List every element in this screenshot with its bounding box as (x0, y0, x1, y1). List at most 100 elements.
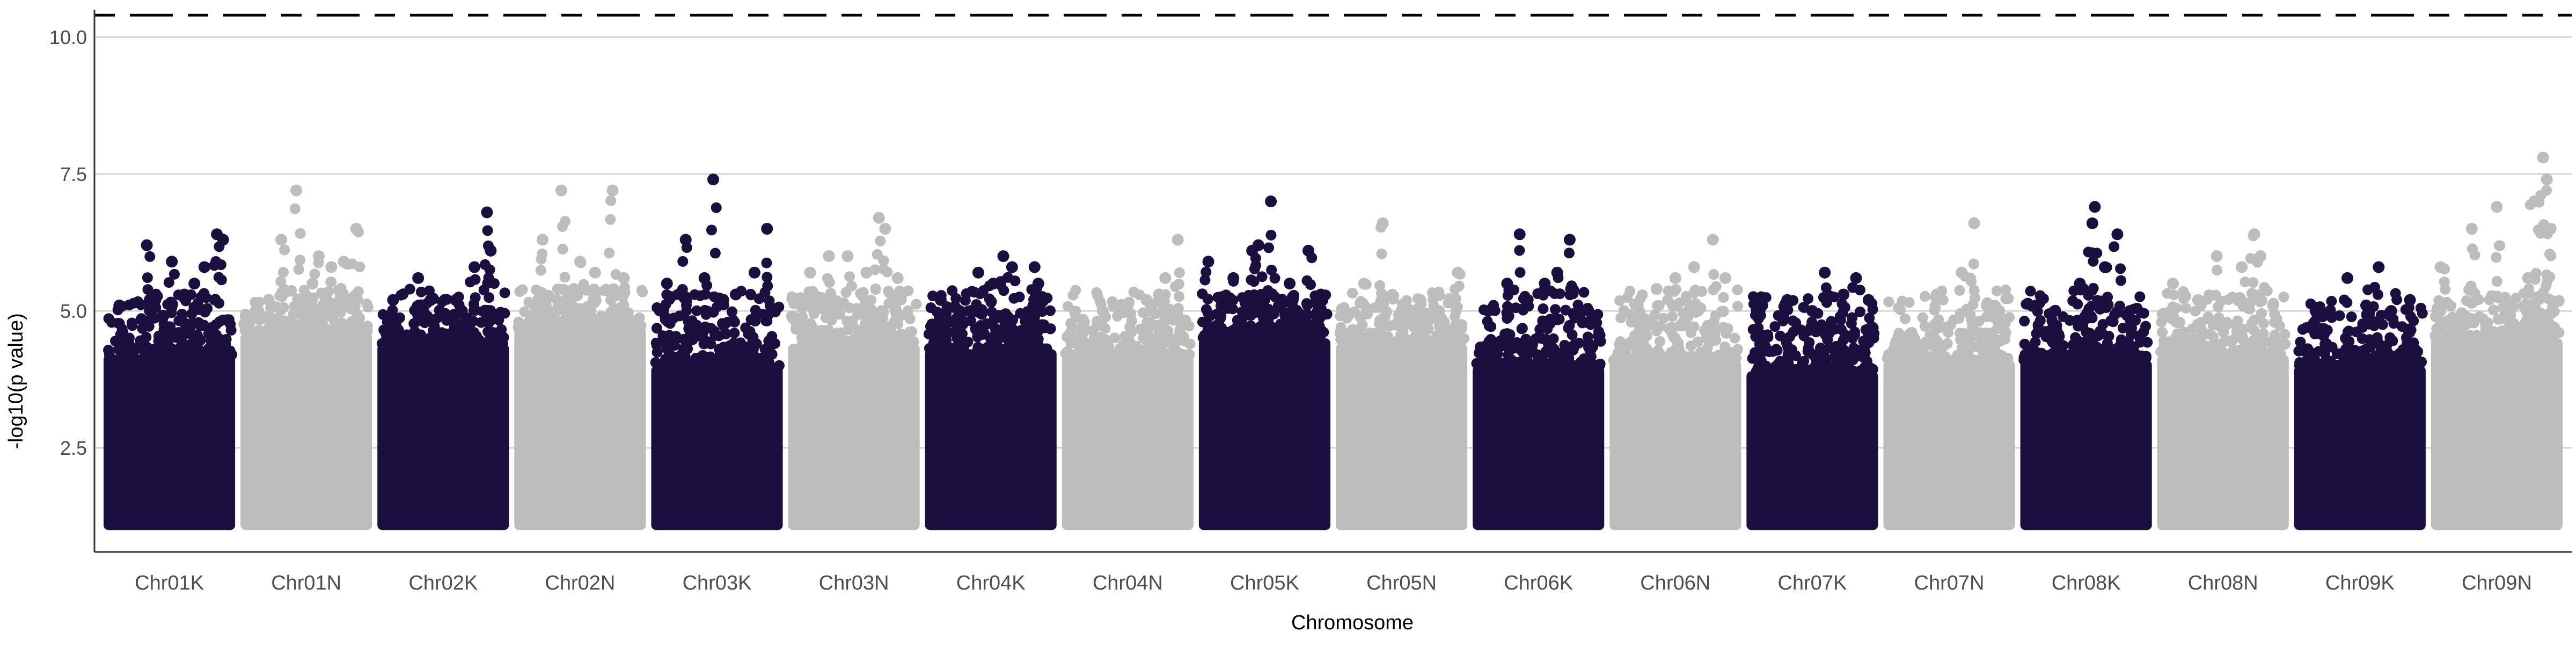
snp-point (745, 288, 756, 300)
peak-point (481, 206, 493, 219)
peak-point (217, 234, 229, 246)
snp-point (1246, 274, 1257, 286)
snp-point (185, 339, 196, 350)
snp-point (2168, 289, 2179, 301)
snp-point (819, 306, 831, 317)
snp-point (986, 307, 998, 318)
snp-point (1811, 356, 1822, 367)
snp-point (1305, 279, 1316, 290)
snp-point (2544, 271, 2556, 282)
snp-point (1917, 312, 1928, 323)
snp-point (1253, 307, 1264, 318)
snp-point (2415, 302, 2426, 314)
snp-point (314, 327, 326, 338)
snp-point (753, 293, 765, 304)
snp-point (2397, 321, 2408, 332)
snp-point (141, 331, 152, 343)
snp-point (1848, 353, 1859, 364)
snp-point (1895, 304, 1906, 316)
peak-point (1563, 234, 1576, 246)
snp-point (711, 202, 722, 213)
snp-point (664, 294, 675, 305)
snp-point (1883, 296, 1894, 308)
snp-point (2238, 335, 2249, 346)
snp-point (1033, 302, 1044, 314)
x-tick-label: Chr09N (2462, 572, 2532, 594)
snp-point (292, 293, 303, 304)
snp-point (1266, 265, 1277, 276)
dense-point-band (1336, 344, 1468, 530)
snp-point (387, 304, 398, 316)
snp-point (1374, 280, 1386, 291)
snp-point (2125, 315, 2136, 326)
snp-point (1769, 321, 1781, 332)
dense-point-band (240, 332, 372, 530)
snp-point (1183, 321, 1195, 332)
y-tick-label: 7.5 (60, 163, 87, 185)
snp-point (1847, 333, 1858, 344)
snp-point (762, 272, 773, 283)
snp-point (2346, 311, 2357, 323)
snp-point (726, 306, 737, 317)
chromosome-Chr01K-points (103, 228, 238, 530)
snp-point (1966, 354, 1978, 366)
snp-point (2465, 280, 2477, 292)
snp-point (1092, 290, 1103, 302)
snp-point (1578, 287, 1590, 298)
snp-point (177, 309, 188, 320)
snp-point (1527, 346, 1539, 358)
snp-point (547, 322, 558, 333)
snp-point (415, 329, 427, 340)
snp-point (1199, 274, 1211, 286)
snp-point (878, 307, 889, 318)
snp-point (175, 330, 186, 341)
peak-point (1284, 278, 1296, 290)
snp-point (1124, 336, 1135, 347)
chromosome-Chr06K-points (1471, 228, 1606, 530)
peak-point (748, 266, 760, 279)
snp-point (1099, 334, 1110, 345)
snp-point (295, 228, 306, 239)
peak-point (2236, 261, 2248, 273)
snp-point (1563, 248, 1575, 259)
snp-point (250, 296, 261, 308)
snp-point (691, 305, 702, 316)
snp-point (1336, 303, 1347, 315)
snp-point (2111, 306, 2122, 317)
peak-point (860, 266, 873, 279)
snp-point (335, 282, 347, 294)
peak-point (2267, 299, 2279, 311)
snp-point (1254, 333, 1265, 344)
peak-point (157, 310, 169, 323)
snp-point (118, 343, 129, 354)
snp-point (1848, 343, 1860, 354)
snp-point (2218, 327, 2229, 338)
snp-point (1283, 333, 1294, 344)
snp-point (1861, 355, 1872, 367)
snp-point (708, 307, 719, 318)
snp-point (1890, 336, 1901, 347)
snp-point (838, 338, 849, 350)
peak-point (1032, 278, 1044, 290)
peak-point (2211, 250, 2223, 263)
peak-point (761, 223, 773, 235)
snp-point (279, 244, 290, 256)
snp-point (1141, 317, 1153, 328)
snp-point (2000, 284, 2011, 295)
snp-point (316, 287, 327, 299)
snp-point (2212, 265, 2223, 276)
snp-point (2086, 247, 2097, 258)
peak-point (618, 272, 630, 284)
x-tick-label: Chr05K (1230, 572, 1299, 594)
snp-point (773, 301, 785, 312)
snp-point (2279, 329, 2290, 340)
snp-point (870, 283, 881, 294)
snp-point (861, 328, 872, 339)
snp-point (2334, 310, 2345, 321)
snp-point (2180, 302, 2192, 314)
snp-point (819, 338, 830, 350)
snp-point (986, 296, 997, 307)
snp-point (2221, 317, 2233, 328)
snp-point (1622, 292, 1633, 303)
snp-point (2504, 324, 2515, 336)
